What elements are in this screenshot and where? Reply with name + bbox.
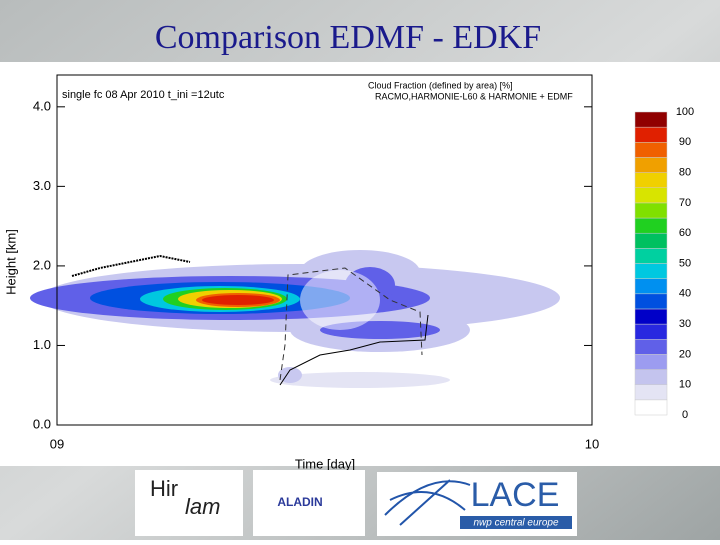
plot-frame [56,74,593,426]
colorbar-band [634,399,668,416]
slide-title: Comparison EDMF - EDKF [155,19,541,56]
colorbar-tick-label: 90 [679,136,691,148]
colorbar-tick-label: 10 [679,379,691,391]
colorbar-band [634,248,668,264]
colorbar-tick-label: 0 [682,409,688,421]
y-tick-label: 1.0 [33,337,51,352]
y-tick-label: 4.0 [33,98,51,113]
y-tick-label: 2.0 [33,257,51,272]
colorbar-tick-label: 60 [679,227,691,239]
colorbar-band [634,217,668,234]
logo-text: ALADIN [277,495,322,509]
colorbar-band [634,187,668,204]
profile-lines [71,254,429,386]
colorbar-band [634,293,668,310]
colorbar-tick-label: 80 [679,167,691,179]
colorbar-band [634,339,668,355]
logo-text: Hir [150,476,178,501]
colorbar-band [634,354,668,370]
colorbar-band [634,278,668,295]
colorbar-band [634,111,668,128]
colorbar-tick-label: 40 [679,288,691,300]
colorbar-band [634,126,668,143]
x-tick-label: 09 [50,436,64,451]
logo-area: Hir lam ALADIN LACE nwp central europe [135,470,577,536]
colorbar-band [634,142,668,158]
colorbar-band [634,157,668,173]
colorbar-tick-label: 70 [679,197,691,209]
subtitle: single fc 08 Apr 2010 t_ini =12utc [62,89,225,101]
colorbar-band [634,308,668,325]
colorbar-tick-label: 20 [679,348,691,360]
logo-text: nwp central europe [473,518,558,529]
colorbar-tick-label: 50 [679,257,691,269]
colorbar-tick-label: 100 [676,106,694,118]
y-tick-label: 3.0 [33,178,51,193]
logo-text: lam [185,494,220,519]
colorbar-tick-label: 30 [679,318,691,330]
x-axis-label: Time [day] [295,456,355,471]
contour-field [30,250,560,388]
colorbar-band [634,263,668,279]
x-tick-label: 10 [585,436,599,451]
logo-text: LACE [471,476,560,514]
annotation: RACMO,HARMONIE-L60 & HARMONIE + EDMF [375,91,573,101]
colorbar-band [634,172,668,189]
y-axis-label: Height [km] [3,229,18,295]
colorbar-band [634,323,668,340]
colorbar-band [634,202,668,219]
colorbar-band [634,232,668,249]
y-tick-label: 0.0 [33,416,51,431]
annotation: Cloud Fraction (defined by area) [%] [368,80,513,90]
colorbar-band [634,369,668,385]
colorbar-band [634,384,668,401]
